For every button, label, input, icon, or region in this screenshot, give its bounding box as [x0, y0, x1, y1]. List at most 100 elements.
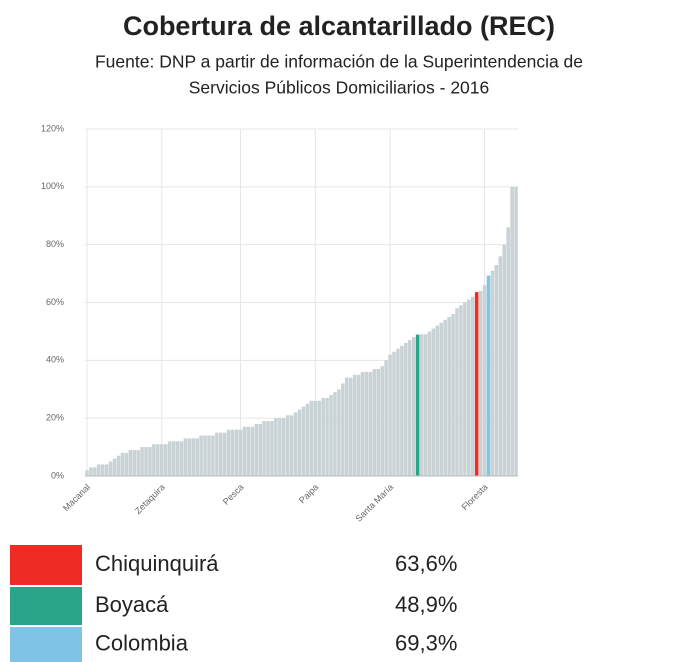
y-tick-label: 80%	[46, 239, 64, 249]
bar	[411, 337, 416, 476]
bar	[490, 270, 495, 476]
bar	[293, 412, 298, 476]
bar	[171, 441, 176, 476]
bar	[270, 421, 274, 476]
bar	[144, 447, 148, 476]
bar	[266, 421, 270, 476]
bar	[226, 429, 231, 476]
bar	[400, 345, 404, 476]
bar	[427, 331, 432, 476]
x-tick-label: Pesca	[221, 482, 246, 507]
bar	[439, 322, 444, 476]
bar	[376, 369, 381, 476]
bar	[104, 464, 109, 476]
bar	[463, 302, 467, 476]
bar	[431, 328, 436, 476]
y-tick-label: 100%	[41, 181, 64, 191]
bar	[112, 458, 117, 476]
x-tick-label: Floresta	[460, 482, 490, 512]
bar	[254, 423, 259, 476]
bar	[211, 435, 215, 476]
bar	[305, 403, 310, 476]
bar	[407, 340, 412, 476]
bar	[506, 227, 510, 476]
bar	[514, 186, 518, 477]
bar	[203, 435, 207, 476]
bar	[167, 441, 172, 476]
bar	[222, 432, 227, 476]
bar	[191, 438, 196, 476]
bar	[364, 371, 369, 476]
bar	[297, 409, 302, 476]
bar	[502, 244, 506, 476]
bar	[423, 334, 428, 476]
bar	[419, 334, 424, 476]
legend-value: 63,6%	[395, 551, 457, 576]
bar	[132, 449, 136, 476]
y-tick-label: 40%	[46, 355, 64, 365]
bar	[183, 438, 188, 476]
bar	[474, 292, 479, 476]
bar	[344, 377, 349, 476]
bar	[163, 444, 168, 476]
bar	[93, 467, 97, 476]
bar	[510, 186, 514, 477]
bar	[443, 319, 447, 476]
bar	[348, 377, 353, 476]
bar	[435, 325, 440, 476]
bar	[321, 397, 325, 476]
bar	[360, 371, 365, 476]
bar	[234, 429, 239, 476]
bar	[207, 435, 211, 476]
bar	[230, 429, 235, 476]
bar	[219, 432, 223, 476]
x-tick-label: Paipa	[297, 482, 320, 505]
bar	[404, 342, 408, 476]
bar	[89, 467, 93, 476]
bar	[467, 299, 471, 476]
y-tick-label: 60%	[46, 297, 64, 307]
bar	[262, 421, 266, 476]
y-tick-label: 120%	[41, 123, 64, 133]
bar	[396, 348, 400, 476]
bar	[278, 418, 282, 476]
bar	[380, 366, 384, 476]
bar	[215, 432, 219, 476]
bar	[187, 438, 192, 476]
bar	[282, 418, 286, 476]
bar	[175, 441, 180, 476]
bar	[285, 415, 290, 476]
legend-label: Boyacá	[95, 592, 169, 617]
y-tick-label: 0%	[51, 470, 64, 480]
bar	[301, 406, 306, 476]
x-tick-label: Zetaquira	[133, 482, 167, 516]
bar	[136, 449, 140, 476]
bar	[195, 438, 199, 476]
bar	[494, 264, 499, 476]
chart-subtitle: Fuente: DNP a partir de información de l…	[95, 52, 583, 72]
bar	[116, 455, 121, 476]
bar	[242, 426, 247, 476]
bar	[85, 470, 89, 476]
bar	[372, 369, 377, 476]
bar	[152, 444, 156, 476]
legend-value: 69,3%	[395, 630, 457, 655]
bar	[120, 452, 125, 476]
legend-swatch	[10, 545, 82, 585]
bar	[470, 296, 475, 476]
bar	[140, 447, 144, 476]
legend-value: 48,9%	[395, 592, 457, 617]
bar	[179, 441, 184, 476]
bar	[451, 314, 455, 476]
bar	[459, 305, 463, 476]
bar	[478, 290, 483, 476]
chart-subtitle: Servicios Públicos Domiciliarios - 2016	[189, 78, 490, 98]
y-tick-label: 20%	[46, 413, 64, 423]
bar	[325, 397, 329, 476]
legend-swatch	[10, 587, 82, 625]
bar	[100, 464, 105, 476]
bar	[313, 400, 318, 476]
bar	[368, 371, 373, 476]
bar	[289, 415, 294, 476]
